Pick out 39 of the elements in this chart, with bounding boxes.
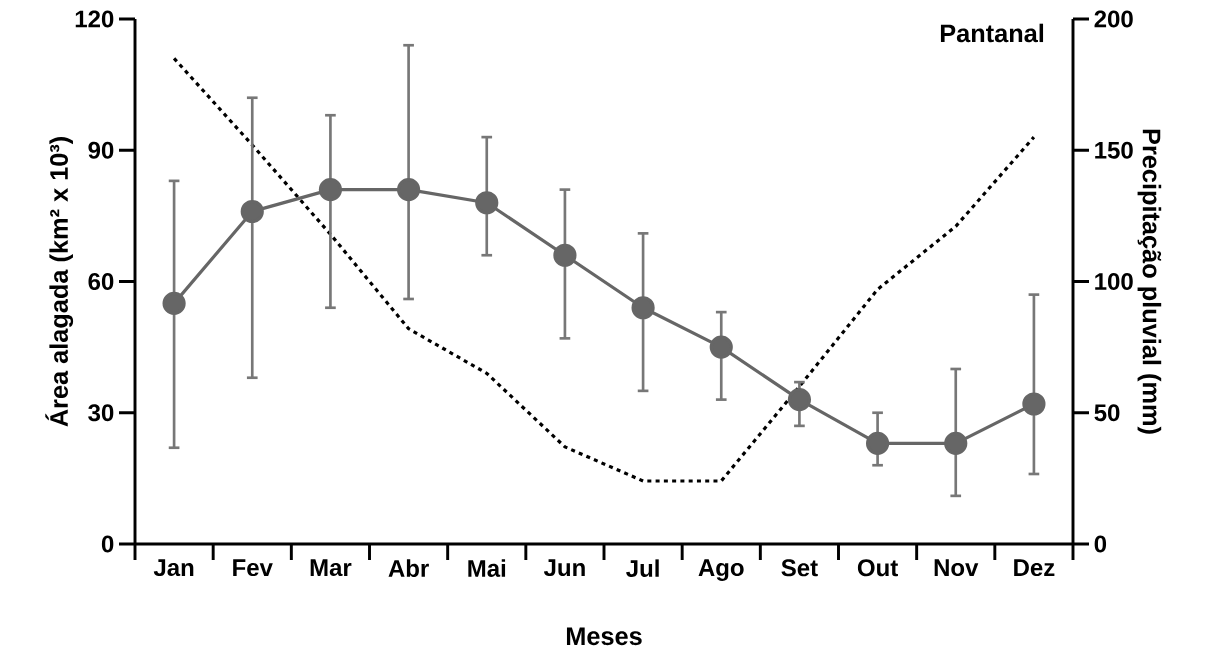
y-axis-title: Área alagada (km² x 10³)	[45, 137, 74, 427]
y2-tick-label: 200	[1094, 10, 1133, 28]
line-series	[172, 56, 1036, 483]
point	[1022, 392, 1046, 416]
x-tick-label: Nov	[934, 559, 979, 577]
y-tick-label: 0	[101, 535, 114, 553]
x-tick-label: Jun	[543, 559, 585, 577]
x-tick-label: Jan	[153, 559, 194, 577]
x-tick-label: Mar	[310, 559, 352, 577]
y-tick-label: 120	[75, 10, 114, 28]
point	[475, 191, 499, 215]
point	[631, 296, 655, 320]
point	[396, 178, 421, 202]
x-tick-label: Jul	[626, 559, 659, 577]
point	[944, 431, 968, 455]
point	[162, 291, 186, 315]
point	[865, 431, 890, 455]
x-tick-label: Ago	[698, 559, 744, 581]
y2-tick-label: 150	[1095, 141, 1133, 159]
chart-title: Pantanal	[940, 23, 1044, 43]
x-axis-title: Meses	[566, 627, 642, 646]
point	[553, 243, 577, 267]
x-tick-label: Out	[857, 559, 898, 577]
x-tick-label: Set	[781, 559, 818, 577]
y2-axis-title: Precipitação pluvial (mm)	[1137, 129, 1162, 434]
x-tick-label: Fev	[233, 559, 273, 577]
x-tick-label: Dez	[1014, 559, 1055, 577]
point	[709, 335, 733, 359]
y-tick-label: 30	[88, 404, 114, 422]
x-tick-label: Mai	[468, 559, 506, 577]
y2-tick-label: 100	[1095, 272, 1133, 290]
y-tick-label: 90	[88, 141, 114, 159]
x-tick-label: Abr	[388, 559, 429, 577]
point	[318, 178, 343, 202]
y2-tick-label: 0	[1094, 535, 1107, 553]
point	[787, 388, 812, 412]
point	[240, 199, 264, 224]
y-tick-label: 60	[88, 272, 114, 290]
y2-tick-label: 50	[1094, 404, 1120, 422]
